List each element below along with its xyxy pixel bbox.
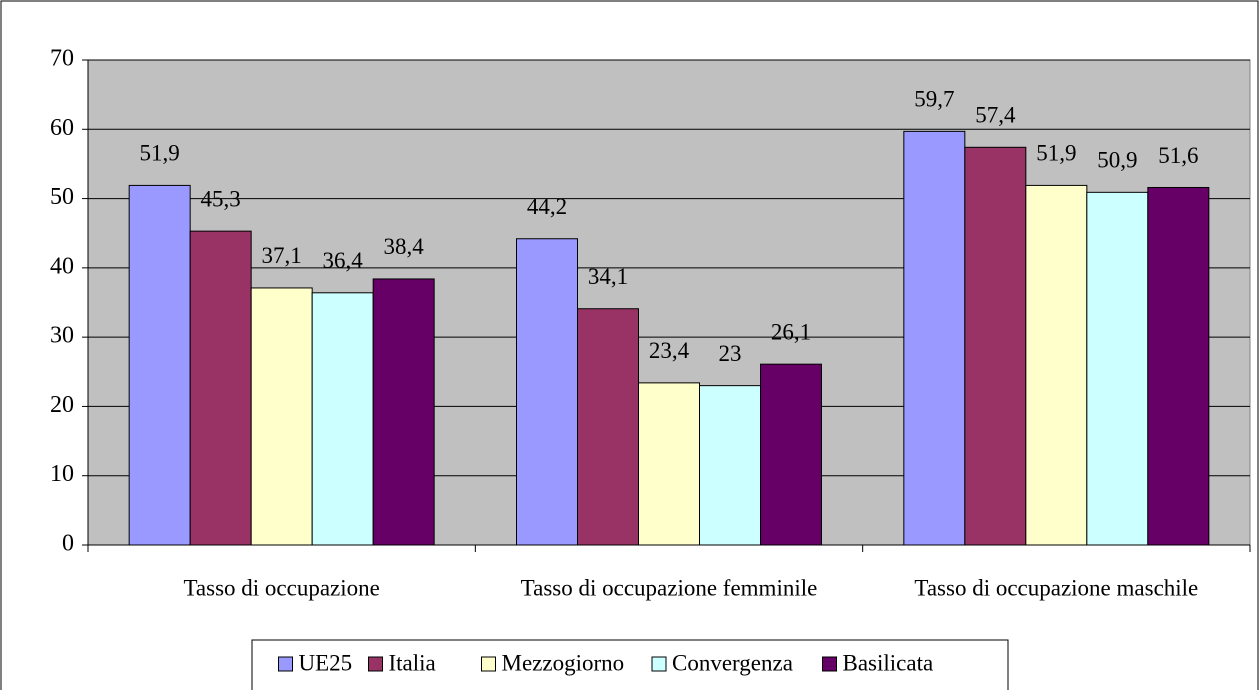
- value-label: 34,1: [588, 264, 628, 289]
- legend-label: Mezzogiorno: [502, 650, 625, 675]
- bar: [189, 230, 252, 546]
- bar: [1147, 186, 1210, 546]
- bar: [1025, 184, 1088, 546]
- bar: [638, 382, 700, 546]
- value-label: 51,6: [1158, 143, 1198, 168]
- y-tick-label: 10: [50, 461, 74, 487]
- bar: [577, 308, 639, 546]
- y-tick-label: 60: [50, 115, 74, 141]
- value-label: 36,4: [323, 248, 364, 273]
- legend-swatch: [651, 656, 667, 672]
- y-tick-label: 0: [62, 531, 74, 557]
- legend-swatch: [278, 656, 293, 672]
- value-label: 59,7: [914, 87, 954, 112]
- value-label: 51,9: [1036, 141, 1076, 166]
- bar: [516, 238, 578, 546]
- y-tick-label: 20: [50, 392, 74, 418]
- legend-label: Basilicata: [843, 650, 934, 675]
- value-label: 26,1: [771, 319, 811, 344]
- value-label: 37,1: [262, 243, 302, 268]
- bar: [903, 130, 966, 546]
- value-label: 23: [719, 341, 742, 366]
- legend-label: UE25: [299, 650, 353, 675]
- y-tick-label: 40: [50, 253, 74, 279]
- bar: [250, 287, 313, 546]
- legend-swatch: [822, 656, 837, 672]
- bar: [128, 184, 191, 546]
- value-label: 44,2: [527, 194, 567, 219]
- bar: [311, 292, 374, 546]
- legend-label: Italia: [389, 650, 436, 675]
- bar: [760, 363, 822, 546]
- x-tick-label: Tasso di occupazione femminile: [521, 575, 818, 600]
- bar: [372, 278, 435, 546]
- value-label: 23,4: [649, 338, 690, 363]
- value-label: 45,3: [201, 186, 241, 211]
- value-label: 38,4: [384, 234, 425, 259]
- value-label: 50,9: [1097, 148, 1137, 173]
- bar: [964, 146, 1027, 546]
- y-tick-label: 50: [50, 184, 74, 210]
- legend-label: Convergenza: [672, 650, 793, 675]
- y-tick-label: 70: [50, 46, 74, 72]
- bar: [699, 385, 761, 546]
- y-tick-label: 30: [50, 323, 74, 349]
- value-label: 57,4: [975, 103, 1016, 128]
- x-tick-label: Tasso di occupazione: [183, 575, 379, 600]
- legend-swatch: [368, 656, 383, 672]
- value-label: 51,9: [140, 141, 180, 166]
- legend-swatch: [481, 656, 496, 672]
- x-tick-label: Tasso di occupazione maschile: [914, 575, 1198, 600]
- bar: [1086, 191, 1149, 546]
